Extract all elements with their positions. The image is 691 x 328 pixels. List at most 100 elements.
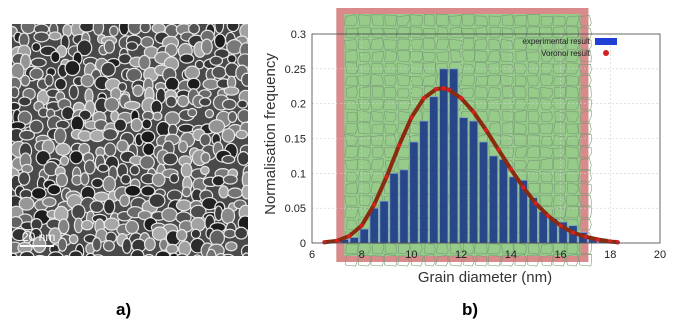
voronoi-cell (463, 253, 475, 267)
grain (30, 57, 47, 68)
voronoi-cell (344, 243, 359, 255)
voronoi-cell (500, 98, 514, 111)
grain (142, 142, 156, 157)
voronoi-cell (565, 145, 579, 159)
voronoi-cell (578, 85, 592, 99)
voronoi-cell (370, 110, 384, 123)
grain (227, 187, 243, 199)
voronoi-cell (357, 109, 371, 123)
voronoi-cell (450, 49, 462, 63)
voronoi-cell (552, 98, 566, 111)
legend-label-experimental: experimental result (522, 37, 590, 46)
voronoi-cell (344, 49, 358, 63)
voronoi-cell (553, 158, 566, 171)
voronoi-cell (514, 75, 527, 87)
voronoi-point (359, 223, 364, 228)
grain (237, 108, 248, 124)
voronoi-cell (344, 39, 358, 51)
voronoi-point (595, 237, 601, 242)
histogram-bar (379, 200, 389, 244)
voronoi-cell (553, 207, 567, 219)
voronoi-cell (409, 76, 423, 87)
grain (176, 94, 190, 108)
grain (12, 216, 23, 229)
grain (240, 72, 248, 87)
grain (226, 24, 240, 33)
voronoi-cell (370, 170, 384, 183)
grain (175, 199, 192, 212)
voronoi-cell (565, 62, 579, 75)
voronoi-cell (384, 14, 398, 27)
voronoi-cell (513, 62, 527, 75)
voronoi-point (334, 238, 340, 244)
grain (225, 241, 238, 252)
voronoi-cell (357, 14, 371, 27)
voronoi-cell (579, 110, 592, 123)
voronoi-cell (565, 51, 579, 63)
voronoi-cell (461, 49, 476, 63)
voronoi-point (409, 115, 414, 120)
grain (144, 237, 156, 252)
voronoi-point (441, 86, 446, 91)
grain (18, 196, 35, 211)
grain (97, 163, 110, 173)
x-tick-label: 6 (309, 249, 315, 261)
voronoi-cell (578, 38, 592, 51)
grain (162, 152, 179, 166)
grain (119, 194, 131, 208)
voronoi-cell (424, 253, 436, 267)
voronoi-cell (578, 146, 592, 159)
y-tick-label: 0.15 (285, 134, 306, 146)
voronoi-cell (578, 74, 592, 87)
grain (102, 175, 116, 193)
chart-legend: experimental result Voronoi result (522, 37, 617, 58)
grain (20, 74, 31, 87)
voronoi-cell (397, 255, 410, 267)
voronoi-cell (541, 136, 553, 147)
voronoi-cell (488, 38, 501, 51)
voronoi-cell (383, 86, 397, 99)
voronoi-point (458, 95, 464, 101)
grain (76, 39, 93, 57)
grain (227, 110, 238, 123)
voronoi-point (347, 233, 352, 239)
voronoi-point (533, 201, 538, 206)
voronoi-cell (541, 111, 553, 123)
voronoi-cell (513, 133, 527, 147)
voronoi-cell (384, 62, 397, 75)
voronoi-cell (502, 110, 514, 123)
voronoi-point (583, 234, 588, 239)
voronoi-cell (461, 87, 475, 99)
grain (129, 164, 141, 176)
voronoi-cell (370, 134, 384, 147)
grain (12, 86, 20, 99)
voronoi-cell (396, 73, 411, 87)
y-tick-label: 0.25 (285, 64, 306, 76)
voronoi-cell (448, 15, 462, 27)
voronoi-cell (344, 76, 358, 87)
voronoi-cell (370, 255, 384, 267)
grain (164, 43, 178, 57)
voronoi-point (396, 143, 402, 148)
y-tick-label: 0.1 (291, 168, 306, 180)
grain (100, 61, 116, 77)
voronoi-cell (527, 254, 541, 267)
grain (242, 252, 248, 256)
voronoi-cell (437, 25, 449, 39)
grain (125, 41, 139, 52)
voronoi-point (496, 147, 501, 152)
voronoi-cell (474, 49, 488, 63)
voronoi-point (521, 185, 526, 190)
grain (211, 65, 227, 79)
voronoi-cell (579, 64, 592, 75)
grain (68, 250, 83, 256)
voronoi-cell (488, 110, 501, 123)
voronoi-cell (371, 243, 384, 255)
voronoi-cell (565, 253, 579, 267)
grain (209, 229, 225, 247)
histogram-bar (478, 141, 489, 244)
grain (214, 33, 227, 49)
legend-marker-voronoi (603, 50, 609, 56)
grain (80, 73, 95, 88)
voronoi-cell (554, 110, 566, 123)
